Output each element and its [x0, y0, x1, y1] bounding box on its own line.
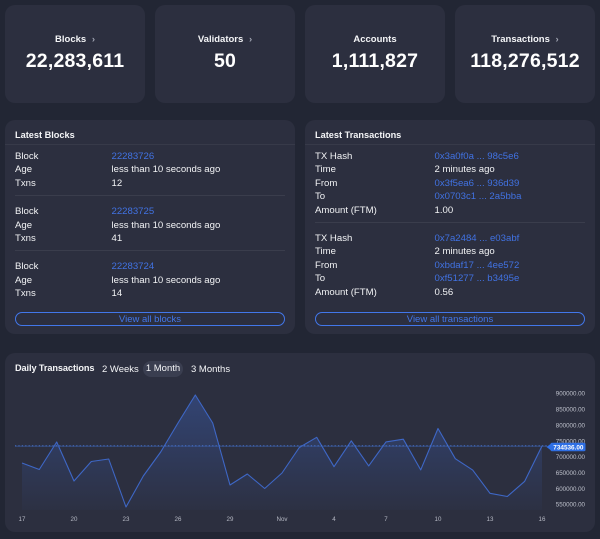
svg-text:700000.00: 700000.00 — [556, 454, 586, 461]
svg-text:550000.00: 550000.00 — [556, 502, 586, 509]
svg-text:20: 20 — [71, 516, 78, 523]
svg-text:900000.00: 900000.00 — [556, 391, 586, 398]
svg-text:7: 7 — [384, 516, 388, 523]
svg-text:Nov: Nov — [276, 516, 288, 523]
svg-text:650000.00: 650000.00 — [556, 470, 586, 477]
svg-text:600000.00: 600000.00 — [556, 486, 586, 493]
svg-text:23: 23 — [123, 516, 130, 523]
svg-text:4: 4 — [332, 516, 336, 523]
svg-text:734536.00: 734536.00 — [553, 444, 584, 451]
svg-text:850000.00: 850000.00 — [556, 407, 586, 414]
svg-text:13: 13 — [487, 516, 494, 523]
svg-text:17: 17 — [19, 516, 26, 523]
svg-text:10: 10 — [435, 516, 442, 523]
svg-text:800000.00: 800000.00 — [556, 422, 586, 429]
svg-text:26: 26 — [175, 516, 182, 523]
svg-text:16: 16 — [539, 516, 546, 523]
svg-text:29: 29 — [227, 516, 234, 523]
svg-text:750000.00: 750000.00 — [556, 438, 586, 445]
